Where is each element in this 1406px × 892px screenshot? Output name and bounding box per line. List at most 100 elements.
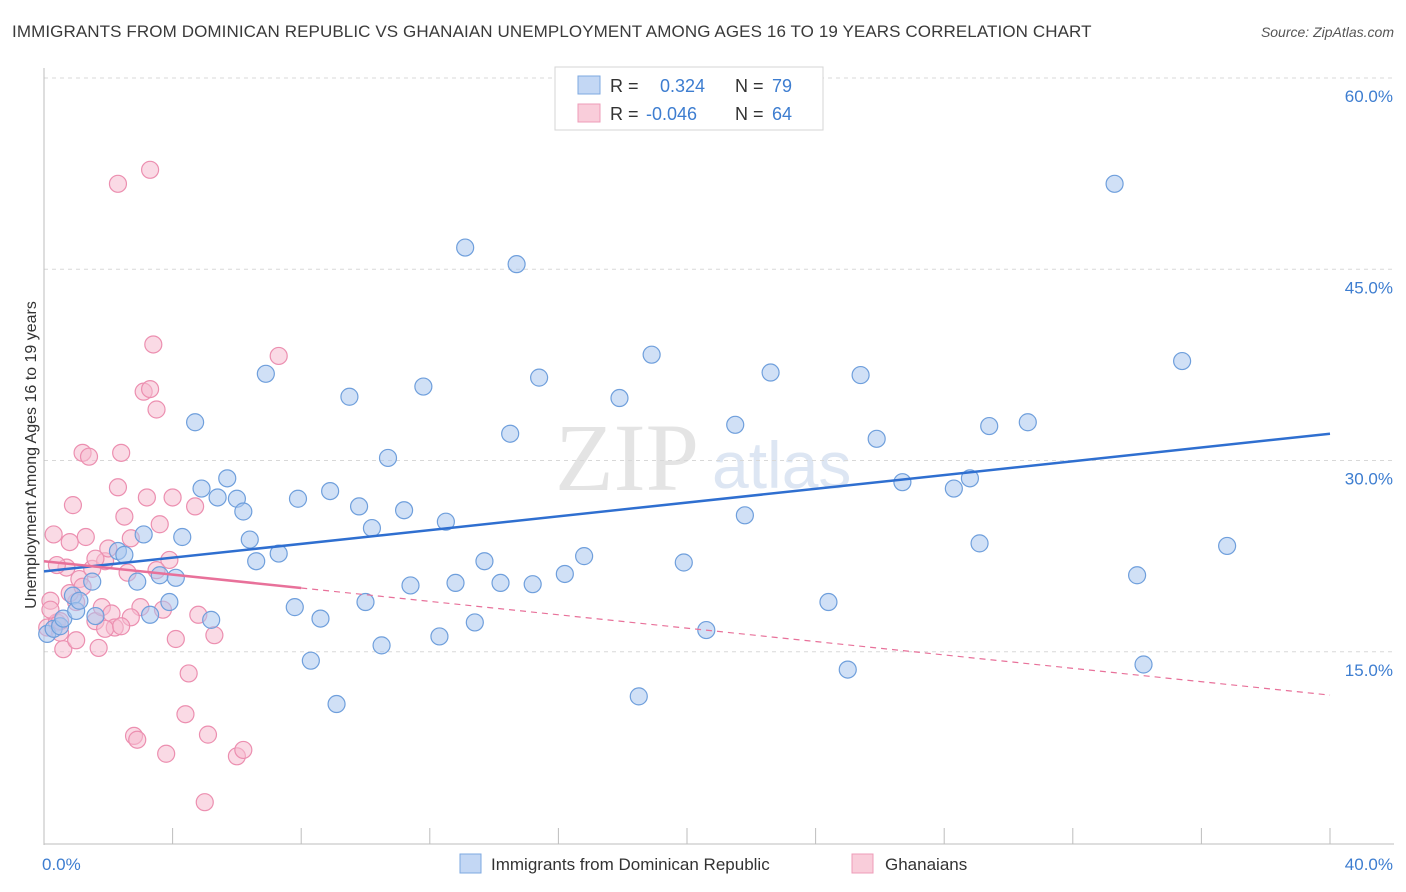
dominican-point	[208, 488, 227, 507]
dominican-point	[456, 238, 475, 257]
dominican-point	[575, 547, 594, 566]
dominican-point	[349, 497, 369, 516]
dominican-point	[1105, 174, 1124, 193]
dominican-point	[980, 416, 999, 436]
ghanaians-point	[108, 174, 128, 193]
ghanaians-point	[144, 335, 163, 354]
legend-r-value-2: -0.046	[646, 104, 697, 124]
dominican-point	[465, 613, 484, 632]
dominican-point	[475, 552, 494, 571]
dominican-point	[134, 525, 153, 544]
legend-n-label-2: N =	[735, 104, 764, 124]
ghanaians-point	[186, 497, 205, 516]
dominican-point	[378, 448, 398, 468]
y-axis-label: Unemployment Among Ages 16 to 19 years	[23, 301, 40, 609]
legend-swatch-pink	[577, 103, 601, 123]
series-legend-swatch-pink	[851, 853, 874, 874]
ghanaians-point	[195, 793, 214, 812]
gridlines: 60.0% 45.0% 30.0% 15.0%	[44, 77, 1394, 680]
ghanaians-point	[89, 638, 108, 658]
ghanaians-point	[79, 447, 99, 466]
watermark: ZIP atlas	[555, 404, 851, 511]
dominican-point	[1134, 655, 1153, 674]
ghanaians-point	[112, 617, 131, 636]
legend-r-label-1: R =	[610, 76, 639, 96]
ghanaians-points	[38, 160, 288, 812]
ghanaians-point	[108, 478, 128, 497]
ghanaians-point	[63, 496, 83, 515]
dominican-point	[629, 687, 648, 706]
dominican-point	[893, 473, 912, 492]
ghanaians-point	[76, 527, 95, 547]
ghanaians-point	[147, 400, 166, 419]
dominican-point	[401, 576, 420, 595]
dominican-point	[285, 598, 304, 617]
ghanaians-trend-line	[43, 559, 302, 590]
dominican-point	[642, 345, 661, 364]
legend-n-value-1: 79	[772, 76, 792, 96]
dominican-point	[394, 501, 414, 520]
dominican-point	[819, 592, 838, 612]
ghanaians-point	[157, 744, 176, 763]
dominican-point	[960, 469, 980, 488]
trend-lines	[43, 432, 1331, 696]
dominican-point	[436, 512, 455, 531]
dominican-point	[173, 527, 192, 547]
dominican-point	[311, 609, 330, 628]
ghanaians-point	[150, 515, 169, 534]
y-tick-label: 60.0%	[1345, 87, 1393, 106]
dominican-point	[83, 572, 102, 591]
dominican-point	[1173, 351, 1192, 371]
dominican-point	[446, 573, 465, 593]
y-tick-label: 30.0%	[1345, 470, 1393, 489]
ghanaians-point	[163, 488, 182, 507]
ghanaians-point	[128, 730, 147, 749]
dominican-point	[321, 482, 340, 501]
dominican-point	[186, 413, 205, 432]
dominican-point	[530, 368, 549, 387]
ghanaians-point	[140, 160, 160, 179]
x-tick-label-min: 0.0%	[42, 855, 81, 874]
watermark-zip: ZIP	[555, 404, 699, 511]
dominican-point	[301, 651, 320, 670]
ghanaians-point	[140, 380, 160, 399]
y-tick-label: 45.0%	[1345, 278, 1393, 297]
dominican-point	[555, 564, 574, 584]
x-tick-label-max: 40.0%	[1345, 855, 1393, 874]
ghanaians-point	[166, 629, 185, 649]
legend-swatch-blue	[577, 75, 601, 95]
dominican-point	[327, 694, 346, 714]
dominican-point	[288, 489, 308, 508]
dominican-point	[491, 573, 510, 593]
series-legend-swatch-blue	[459, 853, 482, 874]
ghanaians-point	[269, 346, 288, 366]
dominican-point	[1127, 566, 1147, 585]
dominican-point	[1018, 413, 1037, 432]
y-tick-label: 15.0%	[1345, 661, 1393, 680]
dominican-point	[414, 377, 433, 396]
dominican-point	[340, 387, 359, 406]
dominican-point	[166, 568, 185, 587]
dominican-point	[150, 566, 169, 585]
dominican-point	[838, 660, 857, 679]
ghanaians-point	[60, 532, 79, 552]
series-legend: Immigrants from Dominican Republic Ghana…	[459, 853, 967, 874]
dominican-point	[202, 610, 221, 629]
series-legend-label-dominican: Immigrants from Dominican Republic	[491, 855, 770, 874]
dominican-point	[234, 502, 253, 521]
dominican-point	[218, 469, 237, 488]
dominican-point	[851, 365, 870, 385]
dominican-point	[128, 572, 147, 591]
dominican-point	[160, 592, 179, 612]
legend-n-label-1: N =	[735, 76, 764, 96]
ghanaians-trend-line-dashed	[301, 587, 1331, 696]
dominican-point	[726, 415, 745, 434]
legend-r-label-2: R =	[610, 104, 639, 124]
ghanaians-point	[137, 488, 156, 507]
watermark-atlas: atlas	[712, 428, 851, 502]
ghanaians-point	[198, 725, 218, 744]
dominican-point	[140, 605, 160, 624]
dominican-point	[610, 388, 629, 408]
dominican-points	[38, 174, 1237, 714]
